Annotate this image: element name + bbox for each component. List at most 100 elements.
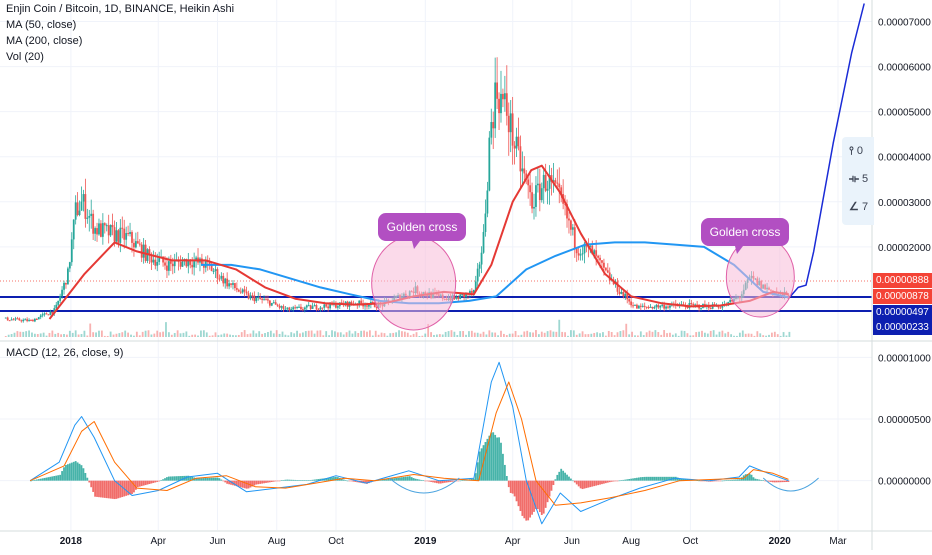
candle-body <box>523 168 526 174</box>
macd-histogram-bar <box>641 477 644 481</box>
volume-bar <box>348 330 351 337</box>
candle-body <box>505 93 508 116</box>
volume-bar <box>159 332 162 337</box>
time-axis-label: 2020 <box>769 536 792 547</box>
volume-legend[interactable]: Vol (20) <box>6 51 44 63</box>
candle-body <box>239 291 242 293</box>
macd-histogram-bar <box>385 479 388 481</box>
volume-bar <box>80 334 83 337</box>
volume-bar <box>92 332 95 337</box>
macd-histogram-bar <box>676 477 679 481</box>
macd-histogram-bar <box>519 480 522 512</box>
volume-bar <box>567 335 569 337</box>
macd-histogram-bar <box>59 474 62 481</box>
candle-body <box>498 98 500 114</box>
macd-histogram-bar <box>333 477 335 481</box>
volume-bar <box>243 330 246 337</box>
price-axis-label: 0.00002000 <box>878 243 931 254</box>
macd-histogram-bar <box>241 480 244 488</box>
macd-histogram-bar <box>234 480 236 486</box>
macd-histogram-bar <box>758 479 761 481</box>
volume-bar <box>351 333 354 337</box>
candle-body <box>26 319 29 321</box>
volume-bar <box>249 333 252 337</box>
volume-bar <box>269 330 272 337</box>
volume-bar <box>715 334 718 337</box>
macd-histogram-bar <box>133 480 135 493</box>
candle-body <box>123 228 126 240</box>
volume-bar <box>686 333 689 337</box>
macd-histogram-bar <box>601 480 603 485</box>
ma200-legend[interactable]: MA (200, close) <box>6 35 83 47</box>
macd-histogram-bar <box>253 480 256 486</box>
candle-body <box>560 187 563 195</box>
macd-histogram-bar <box>216 477 219 481</box>
candle-body <box>14 318 17 320</box>
angle-icon[interactable]: ∠ 7 <box>849 201 869 213</box>
volume-bar <box>281 331 284 337</box>
macd-histogram-bar <box>144 480 147 486</box>
symbol-title[interactable]: Enjin Coin / Bitcoin, 1D, BINANCE, Heiki… <box>6 3 235 15</box>
macd-histogram-bar <box>655 476 658 481</box>
candle-body <box>47 314 50 316</box>
volume-bar <box>176 330 179 337</box>
volume-bar <box>229 334 231 337</box>
volume-bar <box>185 331 188 337</box>
macd-histogram-bar <box>235 480 238 487</box>
macd-histogram-bar <box>443 480 446 483</box>
macd-histogram-bar <box>109 480 112 499</box>
volume-bar <box>200 330 202 337</box>
macd-histogram-bar <box>461 480 464 481</box>
macd-histogram-bar <box>511 480 514 494</box>
candle-body <box>309 305 312 309</box>
volume-bar <box>776 334 779 337</box>
volume-bar <box>706 333 709 337</box>
candle-body <box>717 305 720 308</box>
macd-histogram-bar <box>632 478 634 481</box>
macd-histogram-bar <box>546 480 549 503</box>
volume-bar <box>718 331 721 337</box>
bars-range-icon[interactable]: ⟛ 5 <box>849 173 869 185</box>
macd-histogram-bar <box>564 472 566 481</box>
candle-body <box>641 305 644 307</box>
candle-body <box>187 259 190 267</box>
volume-bar <box>246 334 249 337</box>
volume-bar <box>319 330 322 337</box>
candle-body <box>300 306 302 310</box>
macd-histogram-bar <box>251 480 254 487</box>
volume-bar <box>546 331 549 337</box>
candle-body <box>536 183 539 186</box>
macd-histogram-bar <box>783 480 786 483</box>
macd-histogram-bar <box>280 480 283 481</box>
macd-histogram-bar <box>738 479 741 481</box>
candle-body <box>181 261 184 267</box>
macd-histogram-bar <box>785 480 788 482</box>
range-measure-icon[interactable]: ⫯ 0 <box>849 145 863 157</box>
macd-histogram-bar <box>740 477 743 481</box>
macd-histogram-bar <box>327 477 330 481</box>
macd-histogram-bar <box>401 477 403 481</box>
volume-bar <box>584 334 587 337</box>
ma50-legend[interactable]: MA (50, close) <box>6 19 77 31</box>
volume-bar <box>578 333 581 337</box>
candle-body <box>61 289 63 297</box>
volume-bar <box>677 335 680 337</box>
volume-bar <box>610 332 613 337</box>
volume-bar <box>226 333 229 337</box>
macd-histogram-bar <box>773 480 776 483</box>
volume-bar <box>756 331 759 337</box>
candle-body <box>210 265 213 272</box>
macd-histogram-bar <box>709 480 712 482</box>
volume-bar <box>436 334 438 337</box>
volume-bar <box>316 330 319 337</box>
volume-bar <box>173 333 176 337</box>
macd-title[interactable]: MACD (12, 26, close, 9) <box>6 347 124 359</box>
candle-body <box>8 320 11 322</box>
macd-histogram-bar <box>608 480 611 483</box>
candle-body <box>45 313 48 315</box>
volume-bar <box>465 334 467 337</box>
macd-legend: MACD (12, 26, close, 9) <box>6 346 123 362</box>
volume-bar <box>537 334 540 337</box>
volume-bar <box>438 334 441 337</box>
